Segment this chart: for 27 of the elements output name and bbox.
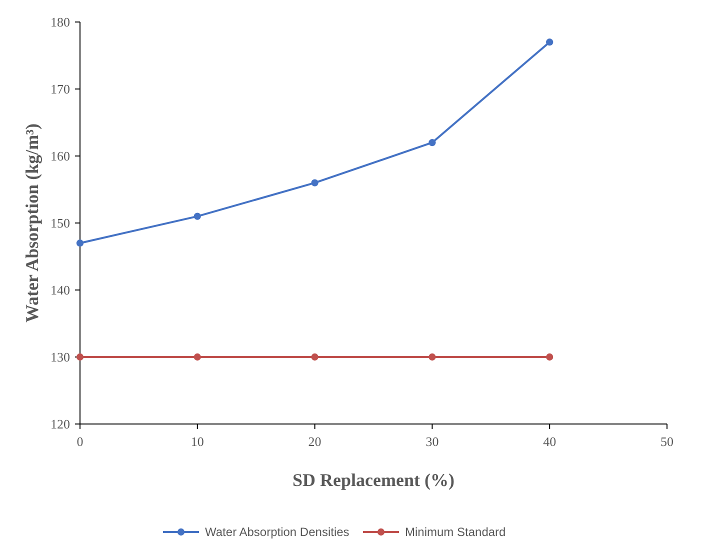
point	[546, 353, 554, 361]
y-tick-label: 180	[50, 14, 70, 30]
y-tick-label: 140	[50, 282, 70, 298]
legend-label: Minimum Standard	[405, 525, 506, 540]
x-tick-label: 20	[308, 434, 322, 449]
legend-label: Water Absorption Densities	[205, 525, 350, 540]
point	[76, 353, 84, 361]
point	[194, 212, 201, 220]
point	[311, 179, 318, 186]
point	[194, 353, 201, 361]
y-tick-label: 120	[50, 416, 70, 432]
x-tick-label: 10	[190, 434, 204, 449]
y-tick-label: 160	[50, 148, 70, 164]
y-tick-label: 170	[50, 82, 70, 97]
y-axis-title: Water Absorption (kg/m³)	[22, 123, 42, 323]
x-axis-title: SD Replacement (%)	[292, 470, 454, 490]
x-tick-label: 0	[76, 434, 84, 449]
x-tick-label: 50	[660, 434, 674, 449]
y-tick-label: 130	[50, 350, 70, 365]
x-tick-label: 30	[426, 434, 439, 449]
point	[428, 139, 436, 146]
point	[428, 353, 436, 361]
y-tick-label: 150	[50, 216, 70, 231]
point	[76, 240, 84, 247]
point	[311, 353, 318, 361]
point	[546, 38, 554, 46]
x-tick-label: 40	[543, 434, 556, 449]
